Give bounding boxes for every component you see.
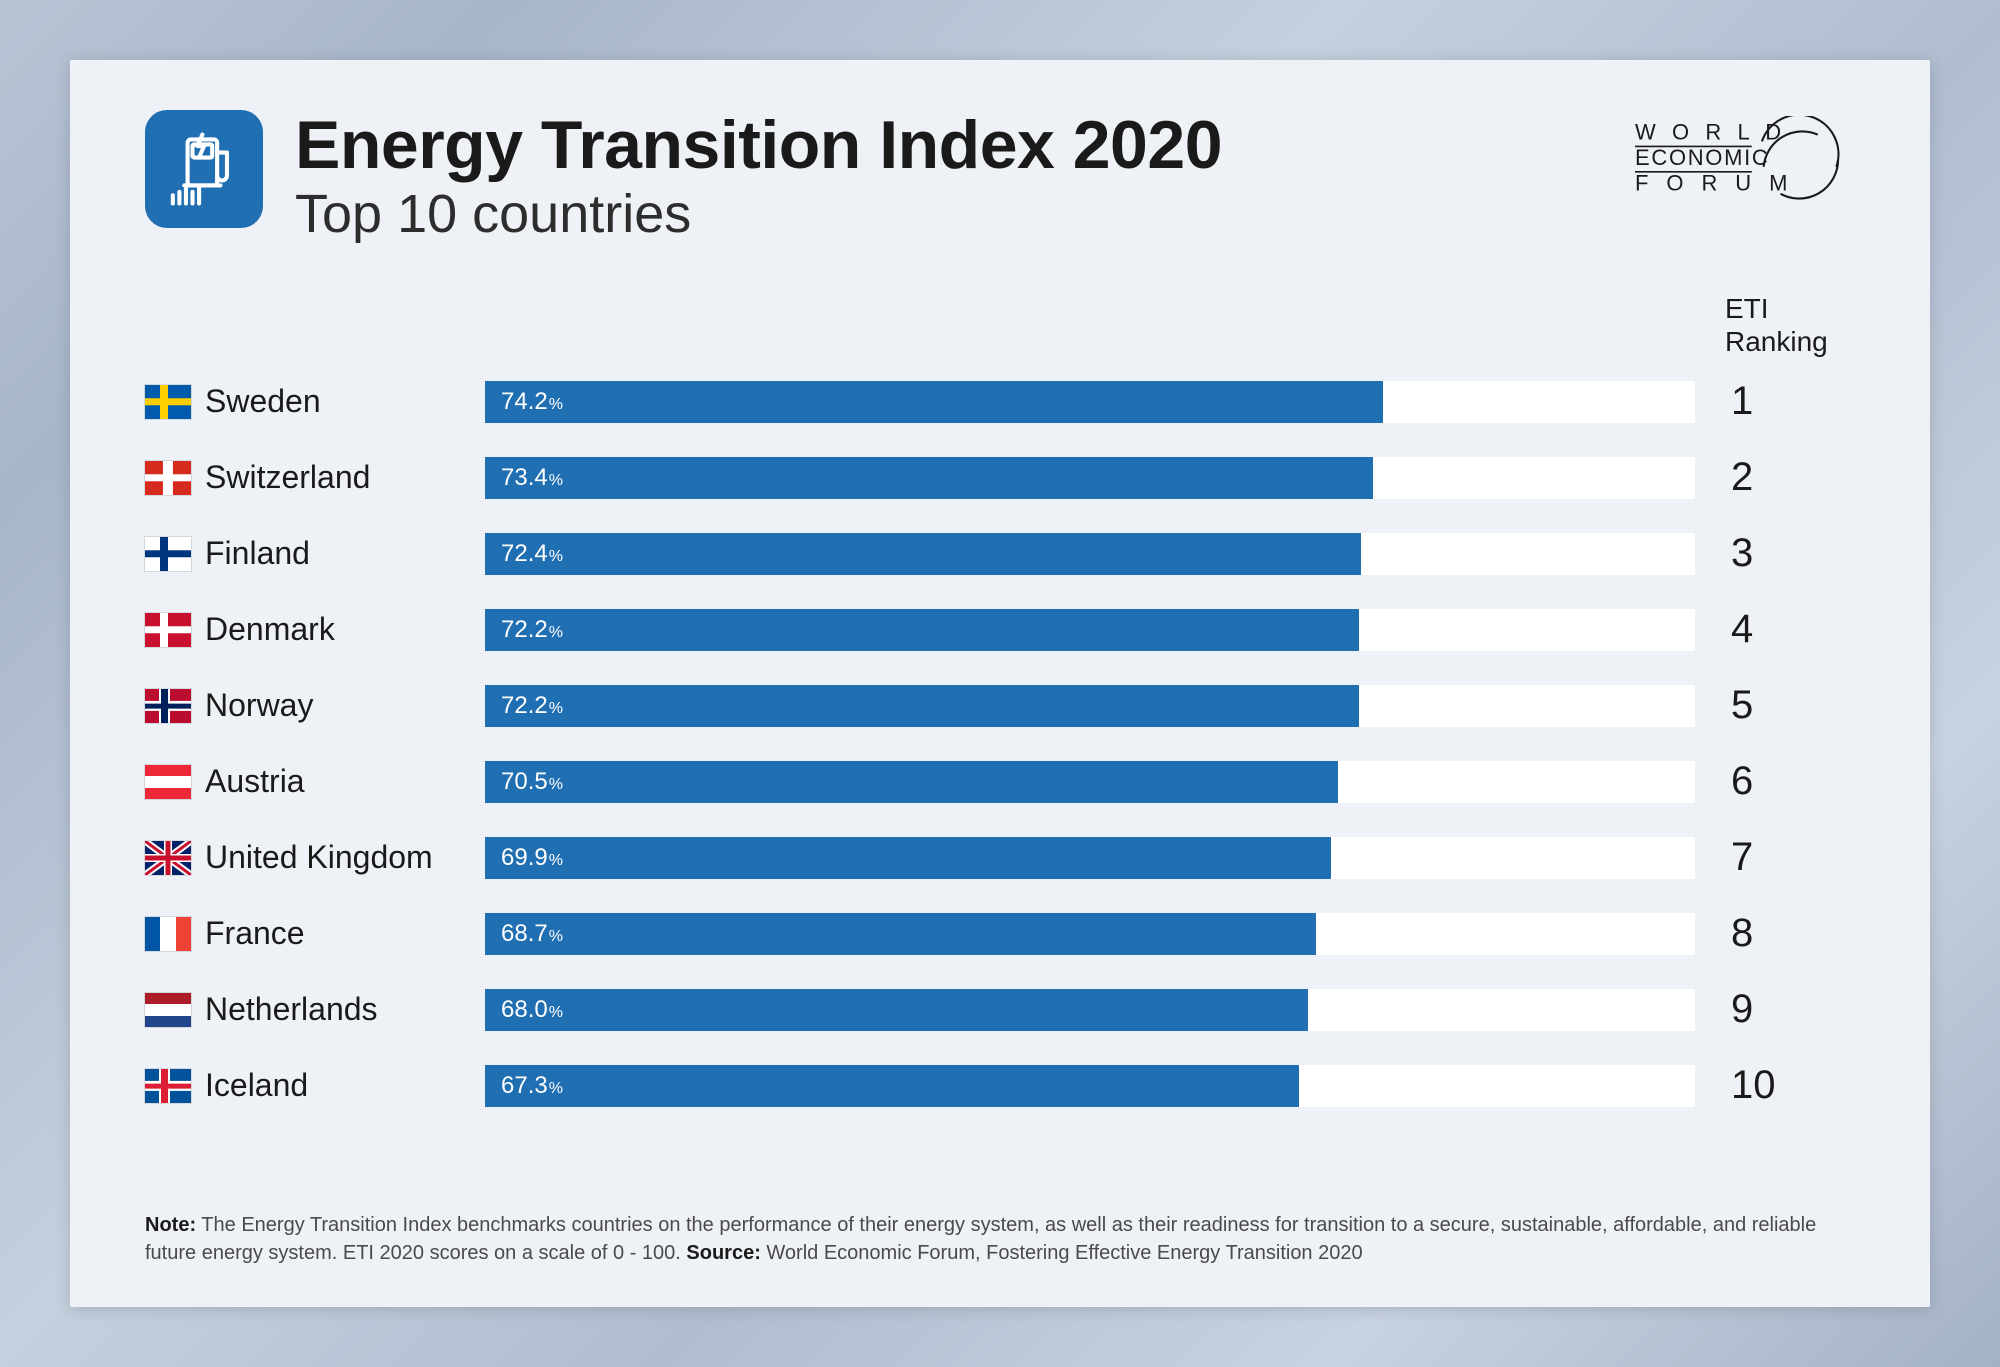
header: Energy Transition Index 2020 Top 10 coun…: [145, 110, 1855, 245]
infographic-card: Energy Transition Index 2020 Top 10 coun…: [70, 60, 1930, 1307]
flag-icon: [145, 765, 191, 799]
chart-row: Austria 70.5% 6: [145, 744, 1855, 820]
energy-icon: [145, 110, 263, 228]
bar-track: 72.4%: [485, 533, 1695, 575]
bar-track: 68.0%: [485, 989, 1695, 1031]
rank-value: 5: [1725, 683, 1855, 728]
bar-fill: 68.0%: [485, 989, 1308, 1031]
rank-value: 1: [1725, 379, 1855, 424]
rank-value: 8: [1725, 911, 1855, 956]
bar-track: 67.3%: [485, 1065, 1695, 1107]
chart-row: France 68.7% 8: [145, 896, 1855, 972]
chart-row: Netherlands 68.0% 9: [145, 972, 1855, 1048]
flag-icon: [145, 841, 191, 875]
bar-track: 72.2%: [485, 609, 1695, 651]
bar-fill: 67.3%: [485, 1065, 1299, 1107]
country-label: France: [205, 915, 485, 952]
flag-cell: [145, 841, 205, 875]
bar-fill: 74.2%: [485, 381, 1383, 423]
rank-header-line2: Ranking: [1725, 326, 1828, 357]
flag-icon: [145, 537, 191, 571]
rank-value: 3: [1725, 531, 1855, 576]
flag-icon: [145, 917, 191, 951]
bar-fill: 68.7%: [485, 913, 1316, 955]
bar-track: 73.4%: [485, 457, 1695, 499]
rank-value: 9: [1725, 987, 1855, 1032]
flag-icon: [145, 461, 191, 495]
bar-track: 70.5%: [485, 761, 1695, 803]
bar-value: 68.0%: [501, 996, 563, 1024]
svg-text:ECONOMIC: ECONOMIC: [1635, 145, 1769, 170]
country-label: Iceland: [205, 1067, 485, 1104]
flag-cell: [145, 689, 205, 723]
flag-cell: [145, 1069, 205, 1103]
bar-value: 73.4%: [501, 464, 563, 492]
bar-fill: 70.5%: [485, 761, 1338, 803]
flag-cell: [145, 917, 205, 951]
country-label: Switzerland: [205, 459, 485, 496]
flag-cell: [145, 765, 205, 799]
bar-fill: 73.4%: [485, 457, 1373, 499]
flag-icon: [145, 385, 191, 419]
rank-column-header: ETI Ranking: [145, 293, 1855, 357]
chart-row: Finland 72.4% 3: [145, 516, 1855, 592]
country-label: Austria: [205, 763, 485, 800]
country-label: Netherlands: [205, 991, 485, 1028]
svg-text:W O R L D: W O R L D: [1635, 120, 1786, 145]
flag-cell: [145, 537, 205, 571]
chart-row: United Kingdom 69.9% 7: [145, 820, 1855, 896]
chart-row: Iceland 67.3% 10: [145, 1048, 1855, 1124]
footnote: Note: The Energy Transition Index benchm…: [145, 1183, 1855, 1267]
chart-row: Switzerland 73.4% 2: [145, 440, 1855, 516]
flag-cell: [145, 993, 205, 1027]
wef-logo: W O R L D ECONOMIC F O R U M: [1635, 116, 1855, 214]
flag-icon: [145, 993, 191, 1027]
bar-fill: 72.4%: [485, 533, 1361, 575]
chart-row: Sweden 74.2% 1: [145, 364, 1855, 440]
bar-value: 72.4%: [501, 540, 563, 568]
svg-text:F O R U M: F O R U M: [1635, 170, 1793, 195]
country-label: Norway: [205, 687, 485, 724]
bar-fill: 72.2%: [485, 609, 1359, 651]
flag-cell: [145, 461, 205, 495]
country-label: Sweden: [205, 383, 485, 420]
page-title: Energy Transition Index 2020: [295, 110, 1603, 181]
note-label: Note:: [145, 1214, 196, 1236]
bar-track: 74.2%: [485, 381, 1695, 423]
source-text: World Economic Forum, Fostering Effectiv…: [761, 1242, 1363, 1264]
country-label: Denmark: [205, 611, 485, 648]
flag-icon: [145, 689, 191, 723]
bar-value: 70.5%: [501, 768, 563, 796]
rank-value: 10: [1725, 1063, 1855, 1108]
bar-value: 72.2%: [501, 616, 563, 644]
bar-value: 72.2%: [501, 692, 563, 720]
page-subtitle: Top 10 countries: [295, 183, 1603, 245]
flag-cell: [145, 613, 205, 647]
bar-fill: 69.9%: [485, 837, 1331, 879]
bar-value: 74.2%: [501, 388, 563, 416]
rank-value: 7: [1725, 835, 1855, 880]
flag-cell: [145, 385, 205, 419]
bar-track: 68.7%: [485, 913, 1695, 955]
rank-value: 6: [1725, 759, 1855, 804]
bar-value: 68.7%: [501, 920, 563, 948]
source-label: Source:: [686, 1242, 760, 1264]
bar-value: 69.9%: [501, 844, 563, 872]
chart-row: Norway 72.2% 5: [145, 668, 1855, 744]
flag-icon: [145, 1069, 191, 1103]
chart-row: Denmark 72.2% 4: [145, 592, 1855, 668]
bar-value: 67.3%: [501, 1072, 563, 1100]
bar-track: 69.9%: [485, 837, 1695, 879]
rank-value: 2: [1725, 455, 1855, 500]
chart-rows: Sweden 74.2% 1 Switzerland 73.4% 2: [145, 364, 1855, 1124]
bar-track: 72.2%: [485, 685, 1695, 727]
country-label: United Kingdom: [205, 839, 485, 876]
country-label: Finland: [205, 535, 485, 572]
rank-header-line1: ETI: [1725, 293, 1769, 324]
rank-value: 4: [1725, 607, 1855, 652]
flag-icon: [145, 613, 191, 647]
bar-fill: 72.2%: [485, 685, 1359, 727]
